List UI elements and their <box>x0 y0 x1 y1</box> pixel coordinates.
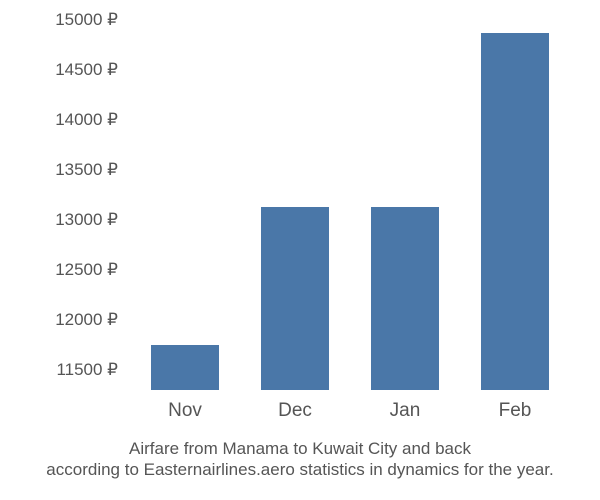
y-tick-label: 13500 ₽ <box>0 160 118 180</box>
airfare-chart: Airfare from Manama to Kuwait City and b… <box>0 0 600 500</box>
y-tick-label: 14000 ₽ <box>0 110 118 130</box>
y-tick-label: 12500 ₽ <box>0 260 118 280</box>
y-tick-label: 13000 ₽ <box>0 210 118 230</box>
y-tick-label: 14500 ₽ <box>0 60 118 80</box>
x-tick-label: Feb <box>499 400 532 422</box>
bar <box>151 345 219 390</box>
x-tick-label: Dec <box>278 400 312 422</box>
x-tick-label: Jan <box>390 400 421 422</box>
bar <box>261 207 329 390</box>
y-tick-label: 12000 ₽ <box>0 310 118 330</box>
x-tick-label: Nov <box>168 400 202 422</box>
caption-line-1: Airfare from Manama to Kuwait City and b… <box>129 439 471 458</box>
bar <box>371 207 439 390</box>
y-tick-label: 11500 ₽ <box>0 360 118 380</box>
bar <box>481 33 549 390</box>
chart-caption: Airfare from Manama to Kuwait City and b… <box>20 438 580 481</box>
caption-line-2: according to Easternairlines.aero statis… <box>46 460 553 479</box>
y-tick-label: 15000 ₽ <box>0 10 118 30</box>
